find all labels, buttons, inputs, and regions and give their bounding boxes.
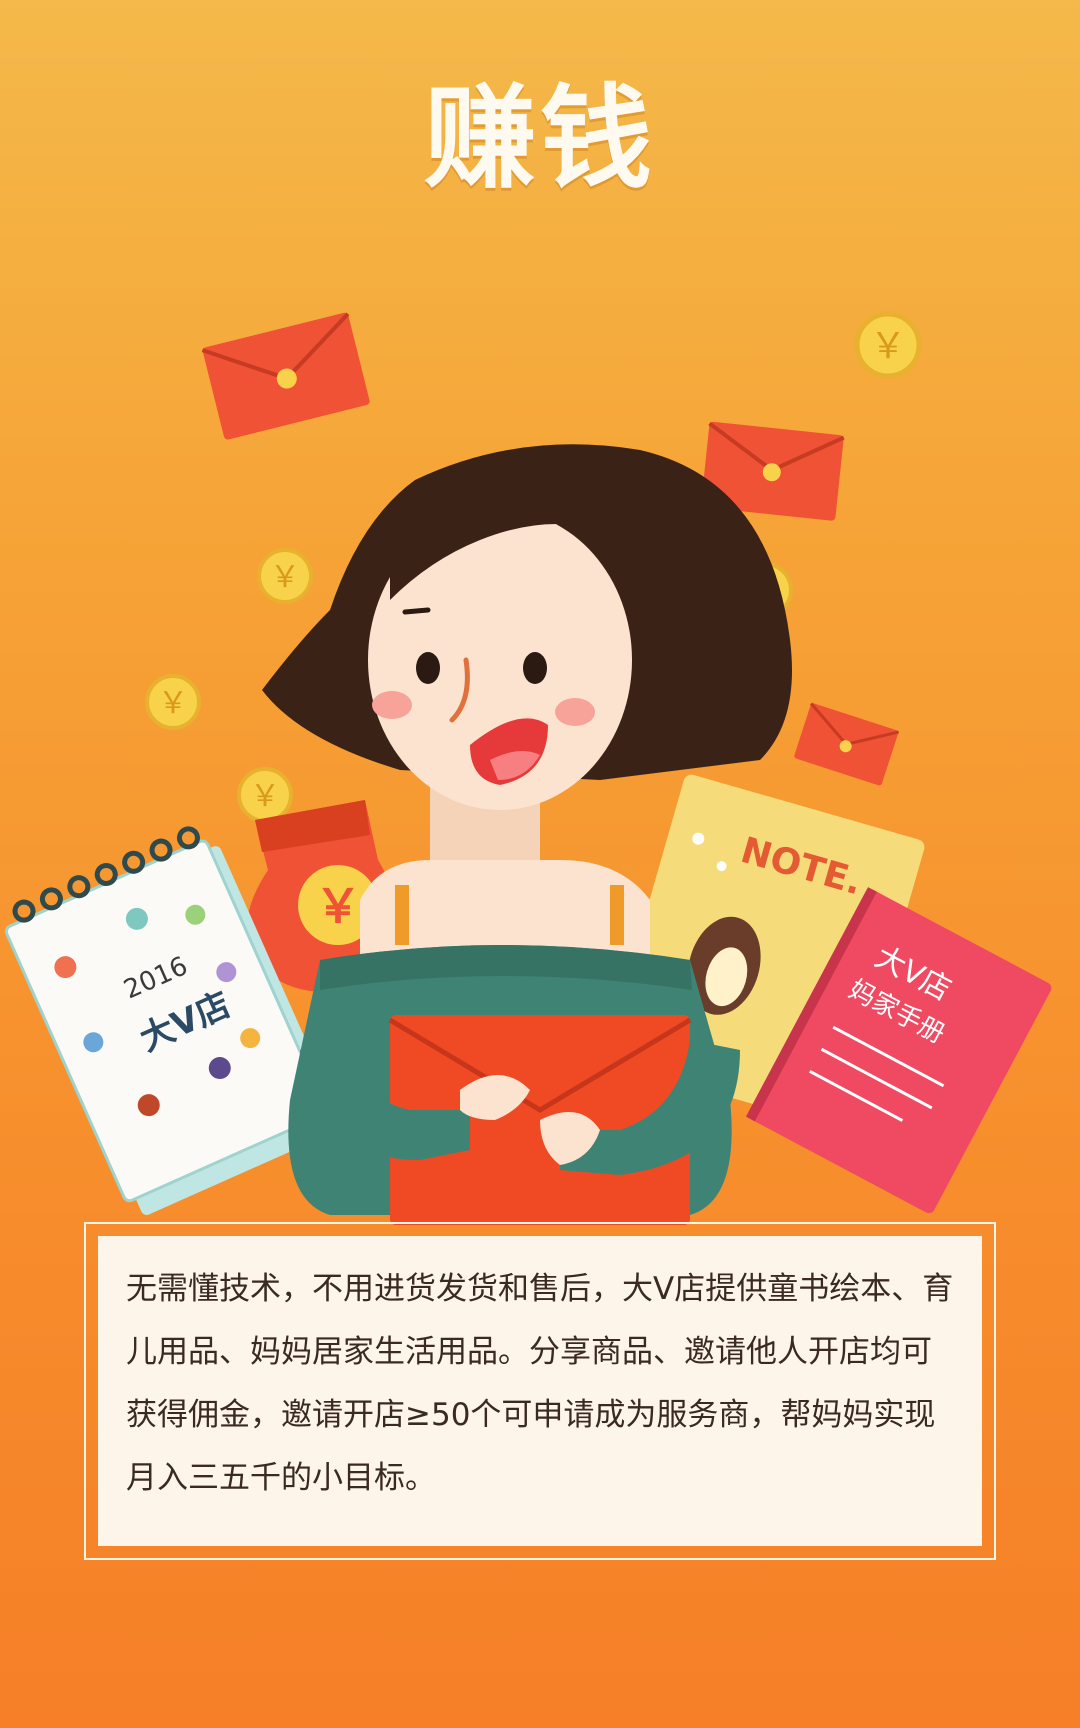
handbook: 大V店 妈家手册	[745, 887, 1052, 1214]
red-envelope-icon	[794, 702, 900, 786]
svg-text:￥: ￥	[158, 686, 188, 721]
page-title: 赚钱	[424, 74, 656, 204]
description-text: 无需懂技术，不用进货发货和售后，大V店提供童书绘本、育儿用品、妈妈居家生活用品。…	[126, 1271, 954, 1496]
coin-icon: ￥	[145, 674, 201, 730]
coin-icon: ￥	[854, 311, 922, 379]
description-panel: 无需懂技术，不用进货发货和售后，大V店提供童书绘本、育儿用品、妈妈居家生活用品。…	[98, 1236, 982, 1546]
coin-icon: ￥	[237, 767, 293, 823]
red-envelope-icon	[201, 312, 370, 440]
woman-character	[262, 444, 792, 1225]
svg-text:￥: ￥	[870, 326, 906, 367]
svg-text:￥: ￥	[250, 779, 280, 814]
calendar-icon: 2016 大V店	[4, 826, 343, 1215]
description-box: 无需懂技术，不用进货发货和售后，大V店提供童书绘本、育儿用品、妈妈居家生活用品。…	[84, 1222, 996, 1560]
coin-icon: ￥	[257, 548, 313, 604]
svg-text:￥: ￥	[315, 879, 361, 933]
svg-text:￥: ￥	[270, 560, 300, 595]
red-envelope-icon	[701, 421, 845, 521]
